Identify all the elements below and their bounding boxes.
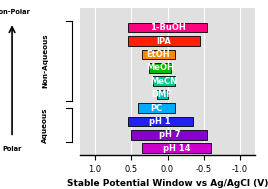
Text: pH 1: pH 1 (150, 117, 171, 126)
Text: Non-Polar: Non-Polar (0, 9, 31, 15)
Bar (128, 36, 200, 46)
Bar (149, 63, 171, 73)
Text: IPA: IPA (157, 36, 171, 46)
Text: pH 7: pH 7 (159, 130, 180, 139)
X-axis label: Stable Potential Window vs Ag/AgCl (V): Stable Potential Window vs Ag/AgCl (V) (67, 179, 268, 188)
Text: Non-Aqueous: Non-Aqueous (42, 34, 48, 88)
Text: MeOH: MeOH (146, 63, 174, 72)
Bar (128, 23, 207, 33)
Text: 1-BuOH: 1-BuOH (150, 23, 185, 32)
Bar (142, 143, 211, 153)
Text: Aqueous: Aqueous (42, 107, 48, 143)
Text: EtOH: EtOH (147, 50, 170, 59)
Bar (157, 90, 168, 99)
Text: DMF: DMF (152, 90, 173, 99)
Text: pH 14: pH 14 (163, 144, 190, 153)
Bar (139, 103, 175, 113)
Bar (131, 130, 207, 140)
Text: PC: PC (151, 104, 163, 113)
Text: MeCN: MeCN (150, 77, 177, 86)
Text: Polar: Polar (2, 146, 22, 152)
Bar (142, 50, 175, 59)
Bar (128, 117, 193, 126)
Bar (153, 76, 175, 86)
